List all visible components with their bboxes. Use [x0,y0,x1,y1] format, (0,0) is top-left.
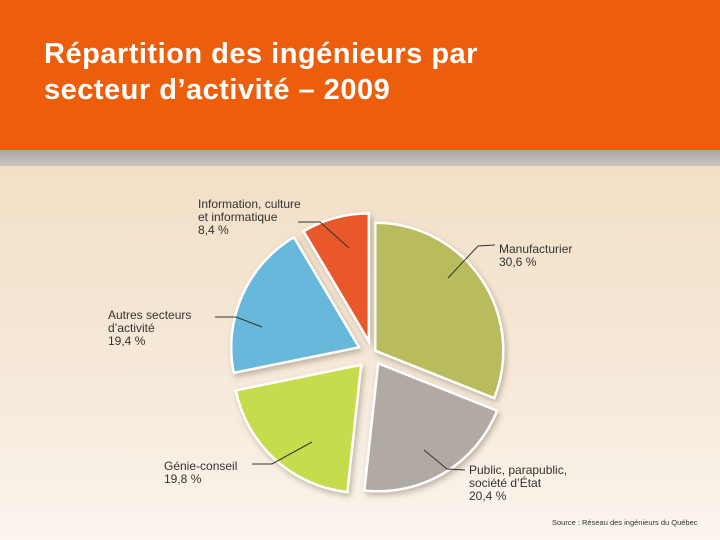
slice-name-autres: Autres secteurs [108,308,191,322]
source-note: Source : Réseau des ingénieurs du Québec [552,518,698,527]
pie-slice-autres [229,235,362,375]
page-title: Répartition des ingénieurs par secteur d… [44,36,478,108]
title-line-2: secteur d’activité – 2009 [44,74,391,106]
slice-label-genie: Génie-conseil 19,8 % [164,459,237,486]
slice-value-information: 8,4 % [198,223,229,237]
slice-label-information: Information, culture et informatique 8,4 % [198,197,301,237]
leader-line-genie [252,441,313,465]
leader-line-information [298,221,350,249]
pie-slice-genie [234,363,363,494]
slice-value-manufacturier: 30,6 % [499,255,537,269]
slice-value-autres: 19,4 % [108,334,146,348]
pie-slice-manufacturier [374,221,505,400]
slice-label-public: Public, parapublic, société d’État 20,4 % [469,463,567,503]
slice-name-public: société d’État [469,475,542,490]
header-bar: Répartition des ingénieurs par secteur d… [0,0,720,150]
slice-name-information: et informatique [198,210,278,224]
title-line-1: Répartition des ingénieurs par [44,38,478,70]
header-divider [0,150,720,166]
slice-value-genie: 19,8 % [164,472,202,486]
pie-slice-information [301,212,371,346]
slice-name-autres: d’activité [108,321,155,335]
slice-name-genie: Génie-conseil [164,459,237,473]
slice-label-manufacturier: Manufacturier 30,6 % [499,242,572,269]
slice-name-public: Public, parapublic, [469,463,567,477]
leader-line-autres [215,316,263,328]
leader-line-manufacturier [447,244,496,279]
slice-name-information: Information, culture [198,197,301,211]
pie-slice-public [362,361,499,493]
slice-name-manufacturier: Manufacturier [499,242,572,256]
slice-value-public: 20,4 % [469,489,507,503]
leader-line-public [423,449,466,471]
slice-label-autres: Autres secteurs d’activité 19,4 % [108,308,191,348]
